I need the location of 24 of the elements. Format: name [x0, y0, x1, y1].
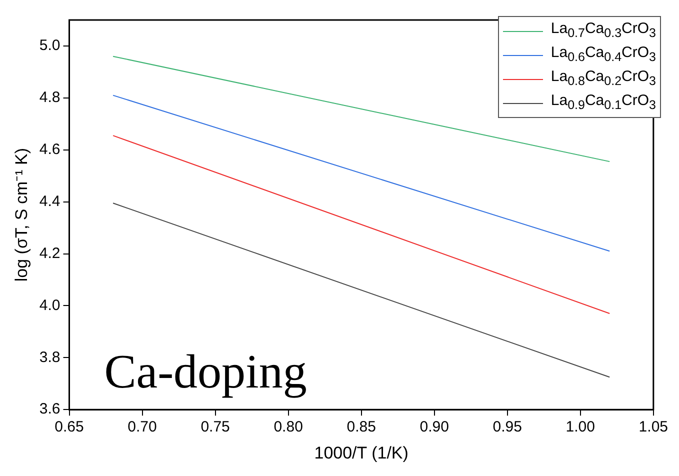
annotation: Ca-doping [104, 346, 307, 399]
legend-label: La$_{0.8}$Ca$_{0.2}$CrO$_{3}$ [550, 67, 656, 90]
x-tick-label: 0.90 [420, 418, 449, 436]
y-tick-label: 5.0 [39, 37, 60, 54]
x-tick-label: 1.05 [638, 418, 668, 436]
y-tick-label: 4.4 [39, 192, 60, 210]
y-tick-label: 4.6 [39, 141, 60, 158]
y-tick-label: 4.0 [39, 296, 60, 314]
x-axis-title: 1000/T (1/K) [314, 443, 408, 462]
y-tick-label: 4.2 [39, 244, 60, 262]
y-tick-label: 3.8 [39, 348, 60, 366]
legend-label: La$_{0.7}$Ca$_{0.3}$CrO$_{3}$ [550, 19, 656, 42]
x-tick-label: 1.00 [566, 418, 595, 436]
legend-label: La$_{0.6}$Ca$_{0.4}$CrO$_{3}$ [550, 43, 656, 66]
y-tick-label: 3.6 [39, 400, 60, 418]
y-tick-label: 4.8 [39, 89, 60, 106]
x-tick-label: 0.85 [346, 418, 376, 436]
x-tick-label: 0.70 [128, 418, 157, 436]
x-tick-label: 0.65 [54, 418, 84, 436]
legend-label: La$_{0.9}$Ca$_{0.1}$CrO$_{3}$ [550, 91, 656, 114]
x-tick-label: 0.75 [200, 418, 230, 436]
x-tick-label: 0.80 [274, 418, 303, 436]
x-tick-label: 0.95 [492, 418, 522, 436]
y-axis-title: log (σT, S cm⁻¹ K) [12, 148, 31, 282]
